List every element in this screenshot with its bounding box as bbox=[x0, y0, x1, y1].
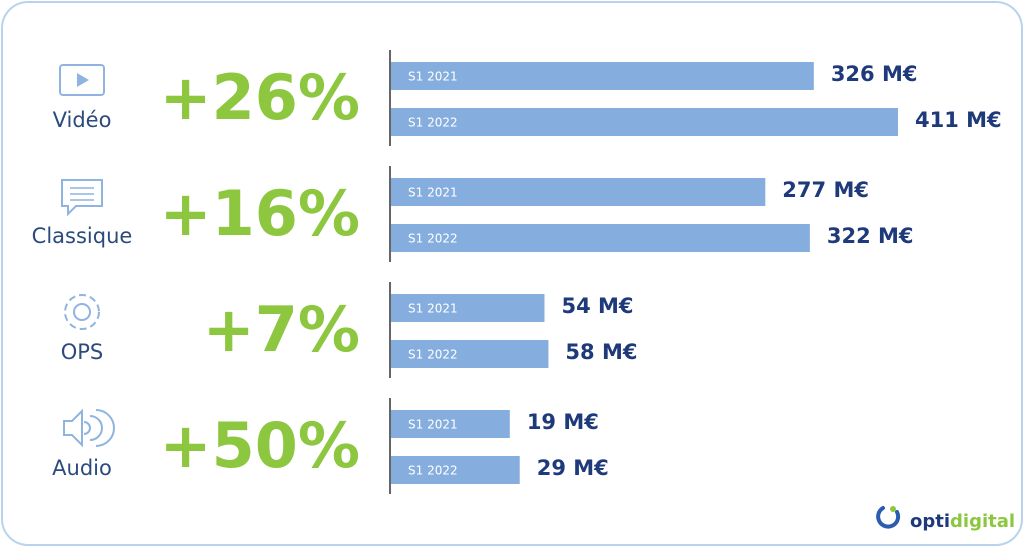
category-label: Vidéo bbox=[53, 108, 112, 132]
value-label: 277 M€ bbox=[782, 178, 869, 202]
icon bbox=[83, 421, 91, 435]
growth-label: +50% bbox=[160, 409, 360, 482]
bar bbox=[391, 410, 510, 438]
growth-label: +26% bbox=[160, 61, 360, 134]
bar-period-label: S1 2021 bbox=[408, 186, 458, 200]
brand-digital: digital bbox=[950, 511, 1015, 532]
value-label: 411 M€ bbox=[915, 108, 1002, 132]
bar bbox=[391, 294, 545, 322]
bar bbox=[391, 62, 814, 90]
brand-icon bbox=[876, 506, 901, 529]
brand-logo: optidigital bbox=[876, 506, 1015, 532]
icon bbox=[89, 415, 103, 441]
icon bbox=[59, 64, 105, 96]
growth-label: +16% bbox=[160, 177, 360, 250]
bar-period-label: S1 2021 bbox=[408, 418, 458, 432]
icon bbox=[61, 179, 103, 217]
icon bbox=[95, 409, 115, 447]
bar-period-label: S1 2022 bbox=[408, 116, 458, 130]
value-label: 322 M€ bbox=[827, 224, 914, 248]
category-label: OPS bbox=[61, 340, 104, 364]
bar bbox=[391, 340, 549, 368]
value-label: 54 M€ bbox=[561, 294, 633, 318]
icon bbox=[73, 303, 91, 321]
brand-opti: opti bbox=[910, 511, 950, 532]
value-label: 58 M€ bbox=[565, 340, 637, 364]
bar-period-label: S1 2021 bbox=[408, 302, 458, 316]
bar-period-label: S1 2021 bbox=[408, 70, 458, 84]
category-label: Audio bbox=[52, 456, 112, 480]
bar bbox=[391, 224, 810, 252]
bar bbox=[391, 456, 520, 484]
brand-dot bbox=[890, 506, 896, 512]
icon bbox=[63, 408, 83, 448]
brand-name: optidigital bbox=[910, 511, 1015, 532]
value-label: 326 M€ bbox=[831, 62, 918, 86]
icon bbox=[64, 294, 100, 330]
value-label: 19 M€ bbox=[527, 410, 599, 434]
category-label: Classique bbox=[32, 224, 133, 248]
bar-period-label: S1 2022 bbox=[408, 464, 458, 478]
bar bbox=[391, 108, 898, 136]
bar bbox=[391, 178, 766, 206]
value-label: 29 M€ bbox=[537, 456, 609, 480]
icon bbox=[77, 73, 89, 87]
bar-period-label: S1 2022 bbox=[408, 232, 458, 246]
growth-label: +7% bbox=[203, 293, 360, 366]
bar-period-label: S1 2022 bbox=[408, 348, 458, 362]
